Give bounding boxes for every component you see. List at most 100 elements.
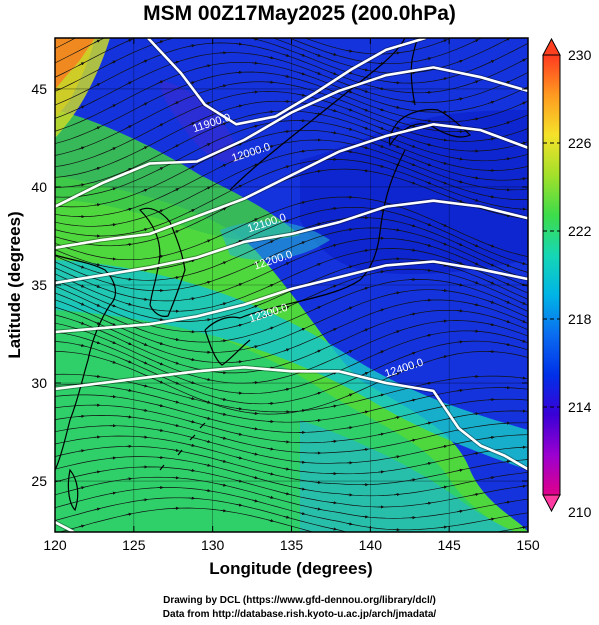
flow-arrow: [488, 300, 495, 304]
flow-arrow: [94, 284, 101, 288]
streamline: [55, 139, 528, 217]
flow-arrow: [346, 306, 353, 310]
flow-arrow: [251, 345, 259, 349]
flow-arrow: [330, 284, 338, 288]
flow-arrow: [236, 240, 243, 244]
flow-arrow: [283, 74, 290, 78]
flow-arrow: [204, 416, 212, 420]
flow-arrow: [441, 444, 448, 449]
streamline: [55, 237, 528, 302]
flow-arrow: [393, 291, 401, 295]
streamline: [55, 445, 528, 486]
contour-line-12200.0: [55, 199, 528, 285]
flow-arrow: [220, 339, 227, 343]
flow-arrow: [173, 60, 180, 64]
flow-arrow: [362, 169, 369, 173]
flow-arrow: [78, 302, 85, 306]
flow-arrow: [472, 281, 480, 285]
flow-arrow: [519, 101, 527, 105]
streamline: [55, 320, 528, 384]
contour-line-12300.0: [55, 260, 528, 334]
flow-arrow: [188, 420, 196, 424]
flow-arrow: [188, 443, 196, 447]
colorbar-fill: [542, 54, 561, 496]
flow-arrow: [378, 470, 385, 474]
flow-arrow: [204, 280, 212, 284]
flow-arrow: [125, 302, 133, 306]
flow-arrow: [488, 100, 495, 104]
flow-arrow: [78, 449, 85, 453]
flow-arrow: [393, 51, 401, 55]
flow-arrow: [472, 80, 480, 84]
flow-arrow: [204, 318, 212, 322]
flow-arrow: [425, 181, 432, 185]
flow-arrow: [425, 57, 432, 61]
streamline: [55, 120, 528, 198]
flow-arrow: [456, 283, 464, 287]
streamline: [55, 62, 528, 132]
streamline: [55, 149, 528, 227]
flow-arrow: [346, 350, 353, 354]
flow-arrow: [488, 281, 495, 285]
flow-arrow: [346, 49, 353, 53]
flow-arrow: [236, 20, 241, 21]
flow-arrow: [141, 384, 148, 388]
flow-arrow: [173, 361, 180, 365]
flow-arrow: [78, 486, 85, 490]
flow-arrow: [78, 524, 85, 528]
flow-arrow: [330, 207, 338, 211]
flow-arrow: [204, 377, 212, 382]
flow-arrow: [141, 342, 148, 346]
flow-arrow: [173, 448, 180, 452]
colorbar-tick-label: 230: [568, 47, 592, 63]
streamline: [55, 456, 528, 497]
flow-arrow: [425, 243, 432, 247]
y-tick-label: 25: [31, 473, 47, 489]
flow-arrow: [236, 283, 243, 287]
flow-arrow: [94, 321, 101, 325]
flow-arrow: [393, 372, 401, 376]
flow-arrow: [157, 123, 164, 128]
streamline: [55, 258, 528, 322]
flow-arrow: [441, 138, 448, 142]
flow-arrow: [125, 125, 133, 129]
flow-arrow: [94, 303, 101, 307]
contour-line-12400.0: [55, 365, 528, 471]
flow-arrow: [299, 511, 306, 516]
flow-arrow: [504, 214, 511, 218]
flow-arrow: [456, 509, 464, 513]
y-axis-ticks: 25 30 35 40 45: [31, 81, 528, 489]
flow-arrow: [441, 77, 448, 81]
streamline: [55, 425, 528, 464]
flow-arrow: [110, 360, 117, 364]
credit-drawing: Drawing by DCL (https://www.gfd-dennou.o…: [163, 595, 436, 606]
flow-arrow: [236, 456, 243, 460]
flow-arrow: [504, 300, 511, 304]
flow-arrow: [441, 263, 448, 267]
flow-arrow: [220, 397, 227, 401]
flow-arrow: [378, 393, 385, 397]
flow-arrow: [362, 146, 369, 150]
flow-arrow: [141, 146, 148, 150]
flow-arrow: [441, 181, 448, 185]
flow-arrow: [173, 276, 180, 280]
flow-arrow: [409, 398, 417, 402]
flow-arrow: [251, 476, 259, 480]
flow-arrow: [141, 361, 148, 365]
flow-arrow: [94, 341, 101, 345]
flow-arrow: [94, 39, 101, 44]
flow-arrow: [488, 517, 495, 521]
flow-arrow: [441, 161, 448, 165]
flow-arrow: [488, 435, 495, 440]
flow-arrow: [472, 39, 479, 43]
flow-arrow: [125, 207, 133, 211]
flow-arrow: [188, 165, 196, 170]
flow-arrow: [299, 149, 306, 153]
streamline: [55, 159, 528, 237]
flow-arrow: [299, 53, 306, 57]
flow-arrow: [346, 393, 353, 397]
flow-arrow: [188, 396, 196, 401]
flow-arrow: [188, 259, 196, 263]
flow-arrow: [472, 492, 480, 497]
